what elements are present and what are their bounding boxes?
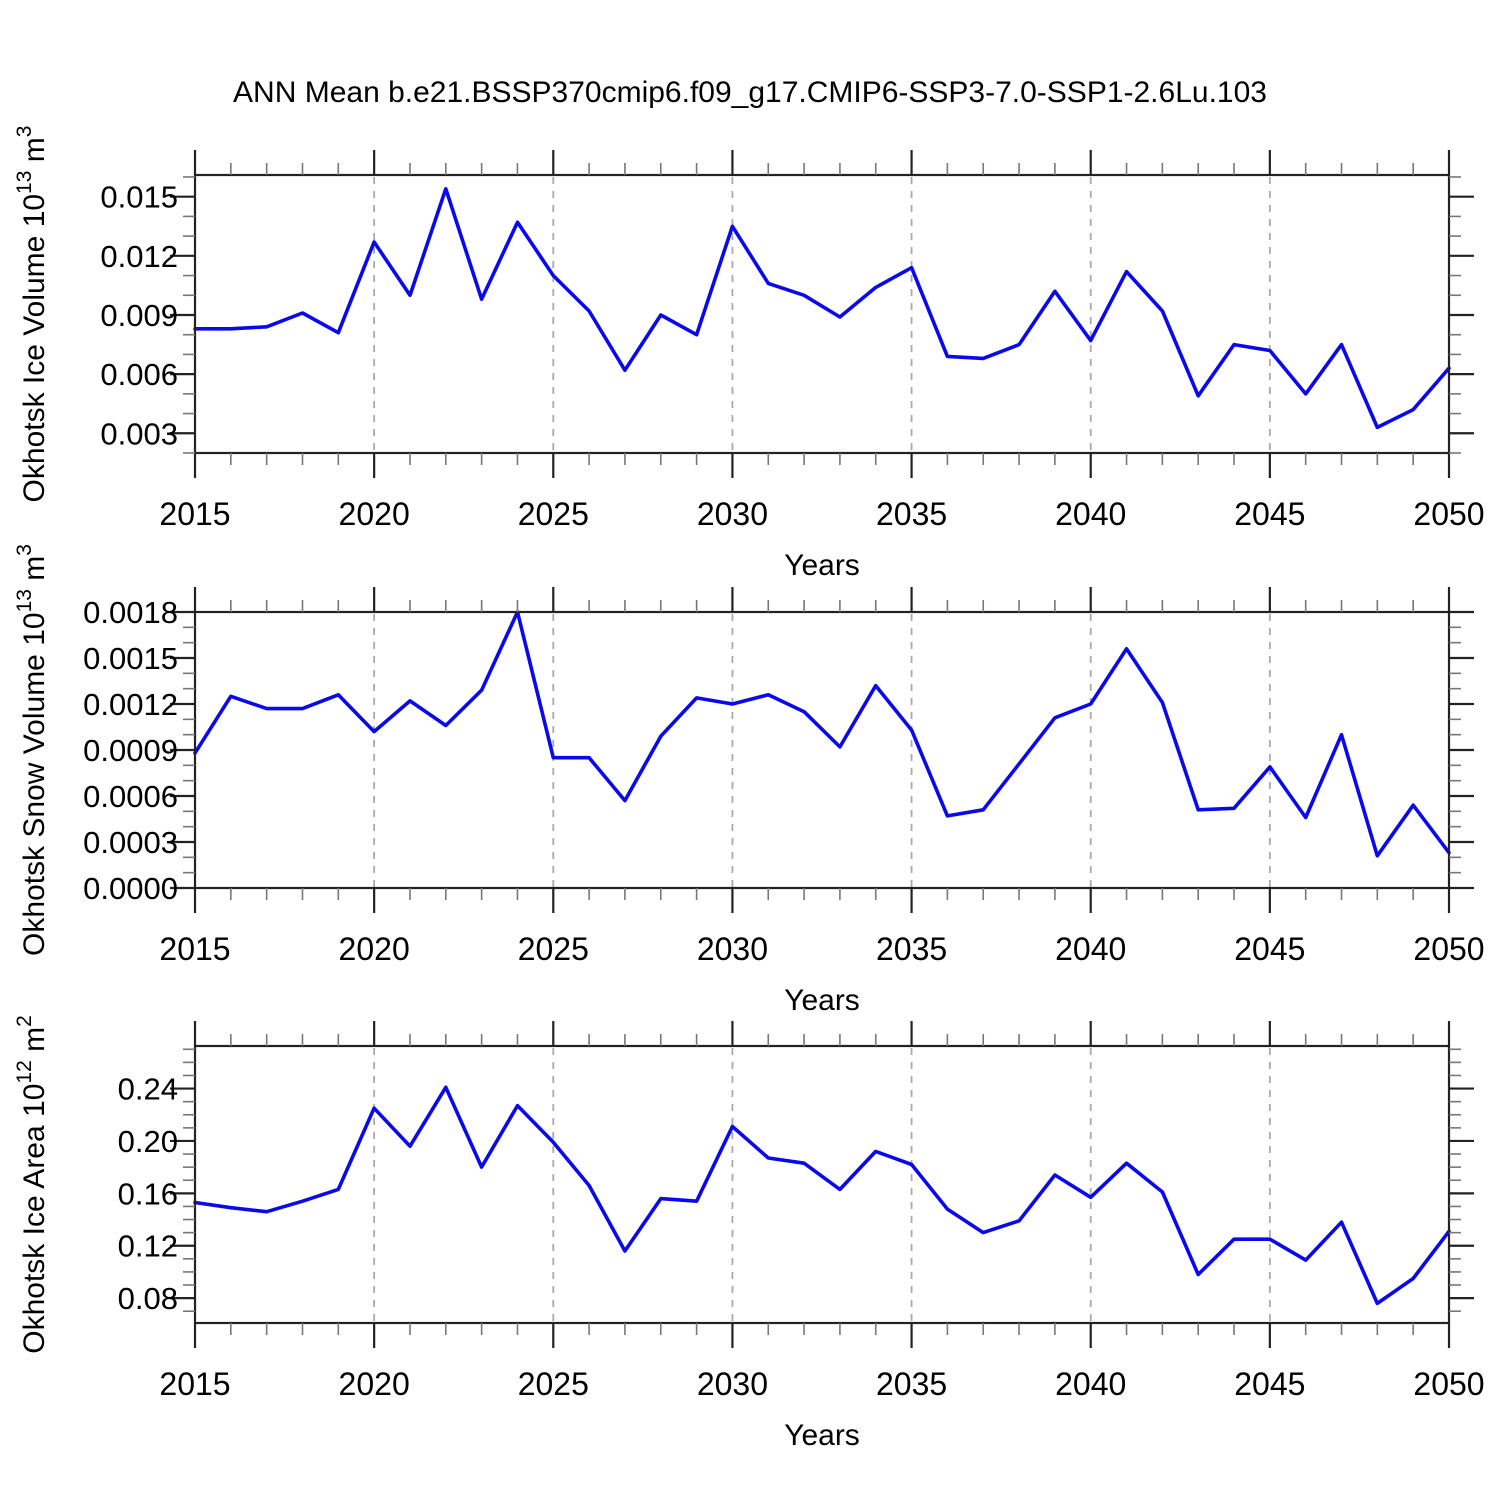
chart-2-ytick-label: 0.0003 [83, 825, 178, 860]
chart-2-xtick-label: 2040 [1055, 931, 1126, 967]
chart-1-xtick-label: 2030 [697, 496, 768, 532]
chart-3-ytick-label: 0.24 [118, 1072, 178, 1107]
chart-1-series-line [193, 187, 1451, 430]
chart-2-frame [193, 610, 1451, 890]
chart-2-ylabel-text: m [18, 556, 51, 589]
chart-1-ytick-label: 0.003 [100, 416, 178, 451]
chart-2-series-line [193, 610, 1451, 858]
chart-1-xlabel: Years [784, 549, 860, 582]
chart-2-ylabel-text: Okhotsk Snow Volume 10 [18, 612, 51, 956]
chart-3-ylabel-sup: 2 [13, 1015, 36, 1027]
chart-3-ylabel-sup: 12 [13, 1060, 36, 1083]
chart-2-ylabel-sup: 13 [13, 589, 36, 612]
chart-2-ytick-label: 0.0006 [83, 779, 178, 814]
chart-2-gridlines [373, 614, 1271, 887]
chart-3-ylabel-text: m [18, 1027, 51, 1060]
chart-1-ytick-label: 0.015 [100, 180, 178, 215]
chart-2-ylabel: Okhotsk Snow Volume 1013 m3 [13, 544, 51, 956]
chart-3-ytick-label: 0.08 [118, 1281, 178, 1316]
chart-2-ticks [170, 587, 1474, 913]
chart-3-series-line [193, 1085, 1451, 1306]
chart-1-ytick-label: 0.012 [100, 239, 178, 274]
chart-3-xlabel: Years [784, 1419, 860, 1452]
chart-2-xlabel: Years [784, 984, 860, 1017]
figure-title: ANN Mean b.e21.BSSP370cmip6.f09_g17.CMIP… [233, 76, 1267, 109]
chart-2-ytick-label: 0.0012 [83, 687, 178, 722]
chart-1-xtick-label: 2015 [159, 496, 230, 532]
chart-1-xtick-label: 2050 [1413, 496, 1484, 532]
chart-1-frame [193, 173, 1451, 455]
chart-1-xtick-label: 2045 [1234, 496, 1305, 532]
chart-2-xtick-label: 2025 [518, 931, 589, 967]
chart-2-xtick-label: 2030 [697, 931, 768, 967]
chart-3-ytick-label: 0.20 [118, 1124, 178, 1159]
chart-2-xtick-label: 2015 [159, 931, 230, 967]
chart-3-xtick-label: 2035 [876, 1366, 947, 1402]
chart-2-xtick-label: 2020 [339, 931, 410, 967]
chart-3: 0.08 0.12 0.16 0.20 0.24 2015 2020 2025 2030 2035… [13, 1015, 1485, 1452]
chart-2-xtick-label: 2050 [1413, 931, 1484, 967]
chart-1-xtick-label: 2035 [876, 496, 947, 532]
chart-1-ticks [170, 150, 1474, 478]
chart-1-xtick-label: 2025 [518, 496, 589, 532]
chart-2-ylabel-sup: 3 [13, 544, 36, 556]
chart-3-gridlines [373, 1048, 1271, 1322]
chart-2-ytick-label: 0.0009 [83, 733, 178, 768]
chart-2-ytick-label: 0.0018 [83, 595, 178, 630]
chart-3-xtick-label: 2015 [159, 1366, 230, 1402]
chart-1: 0.003 0.006 0.009 0.012 0.015 2015 2020 2025 203… [13, 126, 1485, 582]
chart-1-xtick-label: 2040 [1055, 496, 1126, 532]
chart-3-xtick-label: 2030 [697, 1366, 768, 1402]
chart-2-ytick-label: 0.0015 [83, 641, 178, 676]
chart-2-ytick-label: 0.0000 [83, 871, 178, 906]
chart-3-xtick-label: 2025 [518, 1366, 589, 1402]
chart-3-frame [193, 1044, 1451, 1325]
chart-1-ytick-label: 0.006 [100, 357, 178, 392]
chart-1-ylabel-sup: 13 [13, 171, 36, 194]
chart-3-ylabel: Okhotsk Ice Area 1012 m2 [13, 1015, 51, 1354]
chart-1-ytick-label: 0.009 [100, 298, 178, 333]
chart-1-ylabel-sup: 3 [13, 126, 36, 138]
chart-3-ylabel-text: Okhotsk Ice Area 10 [18, 1084, 51, 1354]
chart-1-gridlines [373, 177, 1271, 452]
chart-3-ytick-label: 0.12 [118, 1229, 178, 1264]
chart-3-ticks [170, 1021, 1474, 1348]
chart-3-xtick-label: 2050 [1413, 1366, 1484, 1402]
chart-3-xtick-label: 2040 [1055, 1366, 1126, 1402]
chart-1-ylabel-text: Okhotsk Ice Volume 10 [18, 194, 51, 503]
chart-2-xtick-label: 2035 [876, 931, 947, 967]
chart-2: 0.0000 0.0003 0.0006 0.0009 0.0012 0.0015 0.00… [13, 544, 1485, 1017]
chart-3-ytick-label: 0.16 [118, 1176, 178, 1211]
chart-2-xtick-label: 2045 [1234, 931, 1305, 967]
chart-3-xtick-label: 2020 [339, 1366, 410, 1402]
chart-1-ylabel-text: m [18, 137, 51, 170]
chart-1-xtick-label: 2020 [339, 496, 410, 532]
chart-1-ylabel: Okhotsk Ice Volume 1013 m3 [13, 126, 51, 503]
chart-3-xtick-label: 2045 [1234, 1366, 1305, 1402]
